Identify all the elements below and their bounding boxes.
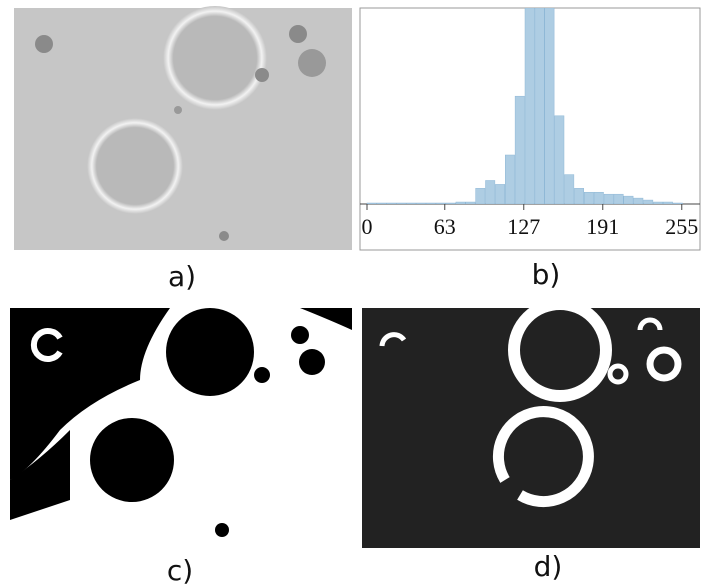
histogram-bar	[416, 202, 426, 204]
histogram-bar	[485, 180, 496, 204]
histogram-bar	[435, 202, 446, 204]
histogram-bar	[455, 201, 466, 204]
histogram-bar	[564, 174, 575, 204]
histogram-bar	[593, 191, 604, 204]
histogram-bar	[643, 199, 654, 204]
histogram-bar	[475, 188, 486, 204]
histogram-bar	[396, 202, 407, 204]
binary-image-c	[10, 308, 352, 540]
microscope-image	[14, 6, 352, 250]
histogram-bar	[495, 184, 505, 204]
histogram-bar	[633, 197, 644, 204]
panel-label: d)	[534, 550, 563, 583]
panel-label: b)	[532, 258, 561, 291]
histogram-bar	[584, 191, 594, 204]
histogram-bar	[613, 193, 624, 204]
histogram-bars	[366, 8, 683, 204]
histogram-bar	[505, 154, 515, 204]
histogram-bar	[426, 202, 436, 204]
histogram-bar	[672, 202, 683, 204]
x-tick-label: 63	[434, 214, 456, 239]
histogram-bar	[514, 95, 525, 204]
histogram-bar	[574, 188, 584, 204]
histogram-bar	[623, 195, 634, 204]
histogram-bar	[524, 8, 535, 204]
histogram-bar	[465, 201, 476, 204]
histogram-bar	[544, 8, 555, 204]
histogram-bar	[406, 202, 417, 204]
histogram-bar	[554, 115, 565, 204]
histogram-bar	[653, 201, 663, 204]
histogram-bar	[386, 202, 397, 204]
histogram-bar	[376, 202, 387, 204]
x-tick-label: 255	[665, 214, 698, 239]
histogram-bar	[663, 201, 673, 204]
x-tick-label: 0	[362, 214, 373, 239]
panel-label: a)	[168, 260, 196, 293]
binary-image-d	[362, 298, 700, 548]
x-tick-label: 127	[507, 214, 540, 239]
histogram-bar	[534, 8, 545, 204]
histogram-bar	[445, 202, 456, 204]
histogram-bar	[603, 193, 614, 204]
histogram-bar	[366, 202, 377, 204]
x-tick-label: 191	[586, 214, 619, 239]
panel-label: c)	[167, 554, 193, 587]
